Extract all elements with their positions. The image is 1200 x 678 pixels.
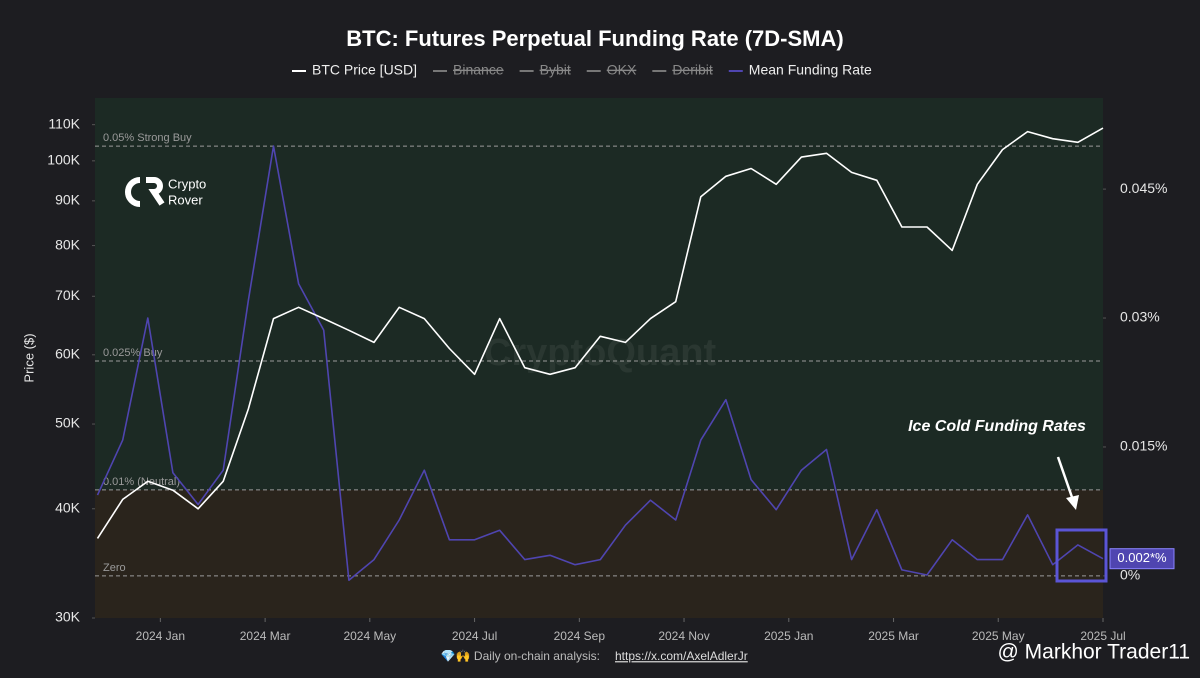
- footer-link[interactable]: https://x.com/AxelAdlerJr: [615, 649, 748, 663]
- x-tick-label: 2024 Sep: [554, 629, 606, 643]
- x-tick-label: 2025 Jul: [1080, 629, 1125, 643]
- legend-label: Binance: [453, 62, 504, 78]
- watermark: CryptoQuant: [484, 332, 717, 374]
- arrow: [1056, 456, 1076, 504]
- y-tick-label: 40K: [55, 499, 81, 515]
- series-line: [96, 127, 1104, 539]
- annotation: Ice Cold Funding Rates: [908, 418, 1086, 435]
- legend-label: OKX: [607, 62, 637, 78]
- logo-text: Rover: [168, 192, 203, 207]
- highlight-box: [1055, 528, 1108, 583]
- legend-label: BTC Price [USD]: [312, 62, 417, 78]
- legend-label: Bybit: [540, 62, 571, 78]
- logo: Crypto Rover: [125, 176, 206, 207]
- y2-tick-label: 0%: [1120, 567, 1140, 583]
- reference-label: 0.01% (Neutral): [103, 476, 180, 488]
- y2-tick-label: 0.015%: [1120, 438, 1167, 454]
- y-axis-label: Price ($): [21, 333, 36, 382]
- y-tick-label: 100K: [47, 152, 80, 168]
- x-tick-label: 2025 Jan: [764, 629, 813, 643]
- x-tick-label: 2024 Mar: [240, 629, 291, 643]
- chart-title: BTC: Futures Perpetual Funding Rate (7D-…: [346, 26, 843, 51]
- x-tick-label: 2024 May: [343, 629, 396, 643]
- x-tick-label: 2024 Jan: [136, 629, 185, 643]
- legend-label: Mean Funding Rate: [749, 62, 872, 78]
- zone-bullish: [95, 98, 1103, 490]
- arrow-head: [1066, 495, 1079, 510]
- reference-label: 0.05% Strong Buy: [103, 132, 192, 144]
- zone-bearish: [95, 489, 1103, 618]
- y2-tick-label: 0.03%: [1120, 309, 1160, 325]
- y-tick-label: 30K: [55, 609, 81, 625]
- logo-mark: [125, 177, 141, 207]
- y-tick-label: 50K: [55, 415, 81, 431]
- logo-mark: [146, 177, 165, 206]
- logo-text: Crypto: [168, 176, 206, 191]
- legend-label: Deribit: [672, 62, 713, 78]
- x-tick-label: 2025 May: [972, 629, 1025, 643]
- reference-label: Zero: [103, 562, 126, 574]
- series-line: [96, 145, 1104, 581]
- x-tick-label: 2025 Mar: [868, 629, 919, 643]
- y-tick-label: 60K: [55, 346, 81, 362]
- value-label-box: [1109, 548, 1175, 570]
- y-tick-label: 70K: [55, 287, 81, 303]
- footer-text: 💎🙌 Daily on-chain analysis:: [441, 649, 600, 663]
- legend: BTC Price [USD] Binance Bybit OKX Deribit Mea…: [292, 62, 872, 78]
- y2-tick-label: 0.045%: [1120, 180, 1167, 196]
- reference-label: 0.025% Buy: [103, 347, 163, 359]
- y-tick-label: 110K: [48, 115, 80, 131]
- value-label: 0.002*%: [1117, 550, 1167, 565]
- x-tick-label: 2024 Jul: [452, 629, 497, 643]
- y-tick-label: 80K: [55, 236, 81, 252]
- x-tick-label: 2024 Nov: [658, 629, 709, 643]
- y-tick-label: 90K: [55, 192, 81, 208]
- plot-area: 0.05% Strong Buy 0.025% Buy 0.01% (Neutral…: [47, 98, 1175, 643]
- credit: @ Markhor Trader11: [998, 641, 1191, 664]
